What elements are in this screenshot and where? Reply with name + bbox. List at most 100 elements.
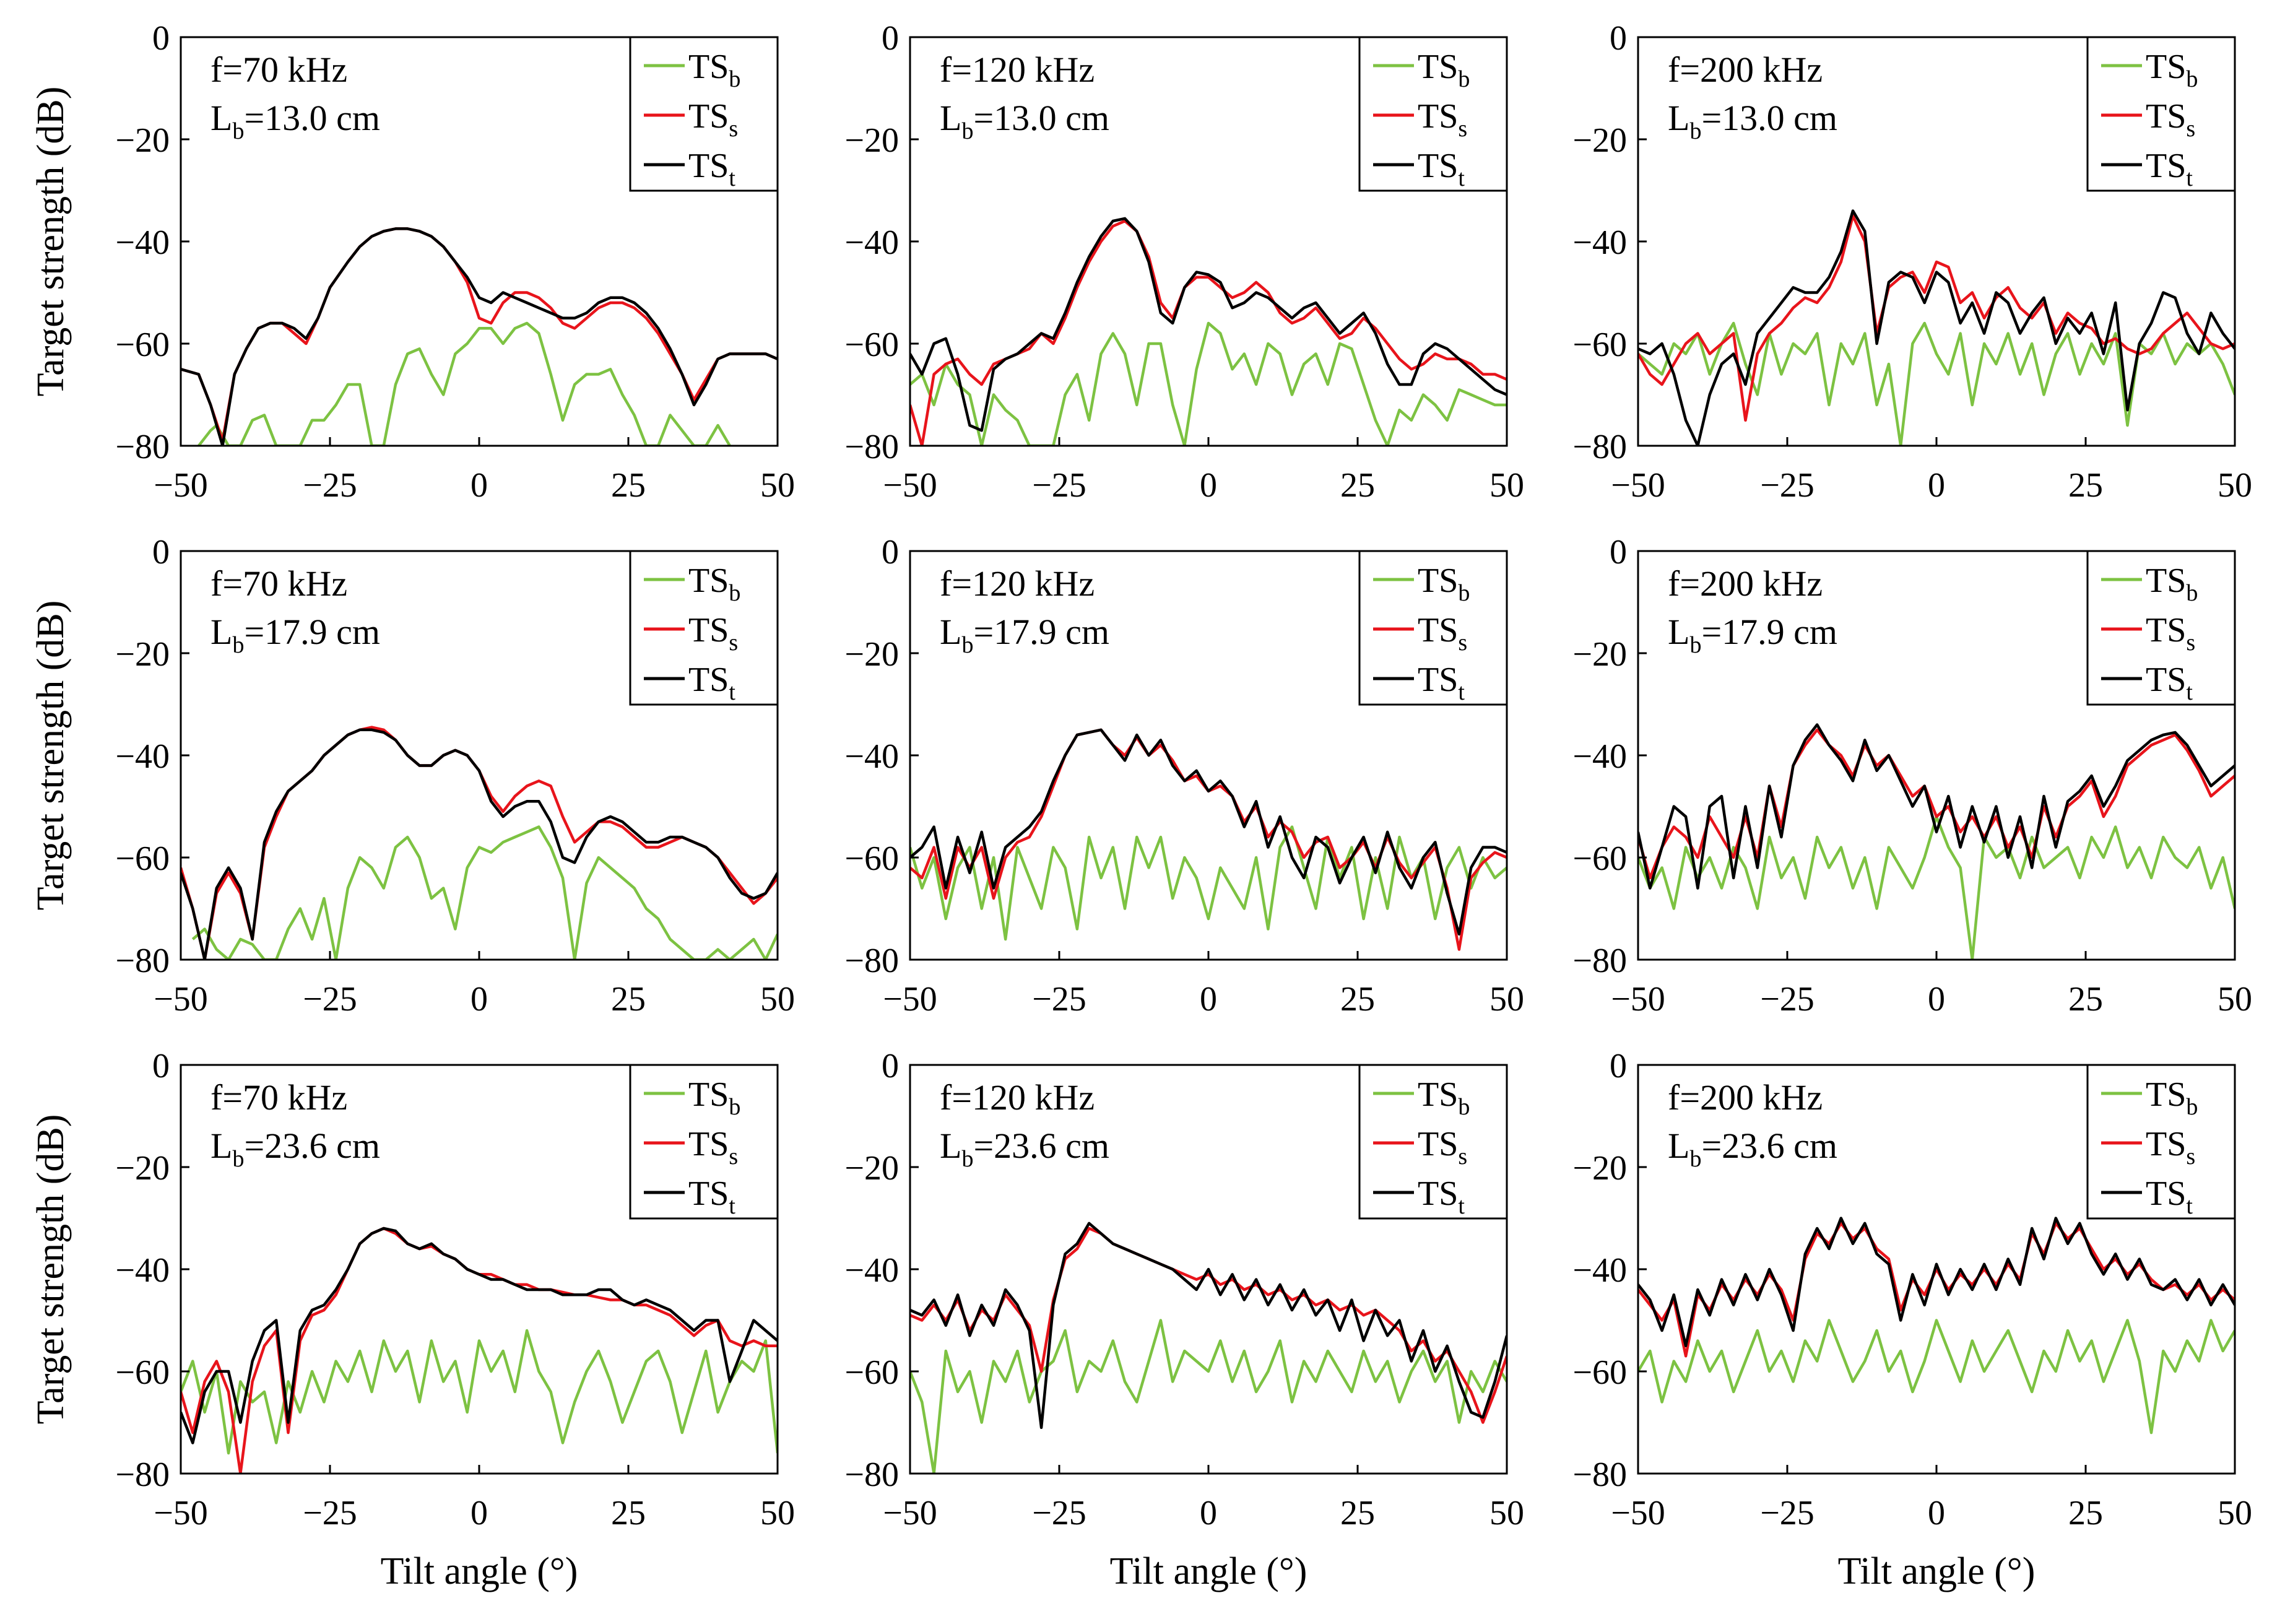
legend-entry-tsb: TSb xyxy=(1418,48,1470,92)
x-tick-label: −25 xyxy=(1032,466,1086,505)
x-tick-label: 0 xyxy=(1928,1494,1945,1532)
legend-label-main: TS xyxy=(688,562,729,600)
x-tick-label: −25 xyxy=(1760,466,1815,505)
y-tick-label: −20 xyxy=(115,121,170,160)
frequency-label: f=70 kHz xyxy=(210,1077,347,1118)
y-tick-label: −20 xyxy=(844,635,899,674)
x-tick-label: −50 xyxy=(154,980,208,1018)
legend-label-main: TS xyxy=(688,1175,729,1213)
legend-entry-tss: TSs xyxy=(2146,1125,2195,1170)
y-tick-label: −60 xyxy=(1572,1353,1627,1392)
frequency-label: f=200 kHz xyxy=(1668,50,1823,90)
legend-label-main: TS xyxy=(2146,562,2186,600)
x-axis-title: Tilt angle (°) xyxy=(1838,1550,2036,1592)
x-tick-label: −25 xyxy=(1032,1494,1086,1532)
length-label-tail: =13.0 cm xyxy=(244,98,380,138)
legend-label-main: TS xyxy=(1418,97,1458,136)
y-axis-title: Target strength (dB) xyxy=(30,601,72,911)
y-tick-label: 0 xyxy=(882,19,899,58)
legend-entry-tsb: TSb xyxy=(688,1075,740,1120)
legend-entry-tst: TSt xyxy=(688,661,735,705)
y-tick-label: −80 xyxy=(844,1456,899,1494)
legend-label-sub: s xyxy=(729,630,738,656)
legend-label: TSs xyxy=(688,97,738,142)
y-tick-label: −20 xyxy=(844,1149,899,1188)
series-line-tst xyxy=(181,1227,778,1444)
legend-label-main: TS xyxy=(688,611,729,649)
legend-label: TSb xyxy=(688,562,740,606)
legend-label-main: TS xyxy=(1418,1175,1458,1213)
length-label-sub: b xyxy=(1689,632,1701,658)
legend-label: TSs xyxy=(688,1125,738,1170)
length-label-main: L xyxy=(1668,612,1689,652)
x-tick-label: −50 xyxy=(154,466,208,505)
legend-label: TSb xyxy=(2146,1075,2198,1120)
legend-label: TSs xyxy=(688,611,738,656)
chart-panel-r2-c0: 0−20−40−60−80−50 −25 0 25 50f=70 kHzLb=23.6 … xyxy=(30,1047,795,1592)
length-label-main: L xyxy=(210,1126,232,1166)
y-tick-label: −80 xyxy=(844,942,899,980)
legend-label: TSb xyxy=(1418,48,1470,92)
legend-label-sub: t xyxy=(729,1193,735,1219)
chart-panel-r1-c0: 0−20−40−60−80−50 −25 0 25 50f=70 kHzLb=17.9 … xyxy=(30,533,795,1018)
legend-label-sub: b xyxy=(729,66,740,92)
legend-label-sub: b xyxy=(2186,66,2198,92)
legend-label-main: TS xyxy=(2146,97,2186,136)
x-tick-label: −50 xyxy=(1611,1494,1665,1532)
legend-label: TSs xyxy=(1418,97,1467,142)
frequency-label: f=120 kHz xyxy=(940,50,1095,90)
y-tick-label: −40 xyxy=(1572,1251,1627,1290)
y-tick-label: −40 xyxy=(115,737,170,776)
length-label-tail: =23.6 cm xyxy=(973,1126,1109,1166)
length-label: Lb=17.9 cm xyxy=(210,612,380,658)
legend-label: TSb xyxy=(2146,48,2198,92)
length-label-group: Lb=17.9 cm xyxy=(210,612,380,658)
x-tick-label: −50 xyxy=(883,466,937,505)
x-tick-label: 50 xyxy=(1489,980,1524,1018)
y-tick-label: −80 xyxy=(1572,1456,1627,1494)
x-tick-label: −25 xyxy=(1032,980,1086,1018)
length-label-group: Lb=13.0 cm xyxy=(210,98,380,144)
legend-label: TSb xyxy=(2146,562,2198,606)
legend-label-sub: t xyxy=(2186,165,2193,191)
y-tick-label: 0 xyxy=(1610,533,1627,571)
series-line-tss xyxy=(910,219,1507,446)
legend-label-main: TS xyxy=(688,661,729,699)
x-tick-label: 50 xyxy=(1489,1494,1524,1532)
legend-entry-tsb: TSb xyxy=(2146,1075,2198,1120)
x-tick-label: 25 xyxy=(2068,980,2103,1018)
legend-label-main: TS xyxy=(1418,562,1458,600)
legend-label-main: TS xyxy=(2146,147,2186,185)
legend-label-sub: b xyxy=(2186,580,2198,606)
legend-label: TSt xyxy=(2146,147,2193,191)
legend-label: TSs xyxy=(1418,611,1467,656)
y-tick-label: 0 xyxy=(882,533,899,571)
legend-entry-tss: TSs xyxy=(2146,611,2195,656)
y-tick-label: −40 xyxy=(115,1251,170,1290)
x-tick-label: 0 xyxy=(1928,980,1945,1018)
series-line-tsb xyxy=(910,1319,1507,1474)
y-tick-label: −80 xyxy=(115,1456,170,1494)
legend-label: TSt xyxy=(1418,661,1465,705)
legend-entry-tst: TSt xyxy=(688,147,735,191)
legend-label: TSb xyxy=(1418,1075,1470,1120)
legend-label: TSs xyxy=(2146,611,2195,656)
x-axis-title: Tilt angle (°) xyxy=(1110,1550,1307,1592)
series-line-tsb xyxy=(191,825,778,960)
length-label-sub: b xyxy=(961,1146,973,1172)
legend-label-sub: b xyxy=(729,580,740,606)
length-label-sub: b xyxy=(232,118,244,144)
chart-panel-r1-c2: 0−20−40−60−80−50 −25 0 25 50f=200 kHzLb=17.9… xyxy=(1572,533,2252,1018)
length-label-main: L xyxy=(210,98,232,138)
x-tick-label: 25 xyxy=(611,980,646,1018)
legend-label: TSs xyxy=(2146,97,2195,142)
legend-label: TSt xyxy=(688,661,735,705)
legend-label: TSt xyxy=(688,147,735,191)
legend-label: TSt xyxy=(1418,147,1465,191)
x-tick-label: 25 xyxy=(1340,1494,1375,1532)
x-tick-label: 25 xyxy=(1340,980,1375,1018)
legend-label: TSt xyxy=(2146,1175,2193,1219)
legend-label: TSs xyxy=(2146,1125,2195,1170)
length-label-main: L xyxy=(940,612,961,652)
